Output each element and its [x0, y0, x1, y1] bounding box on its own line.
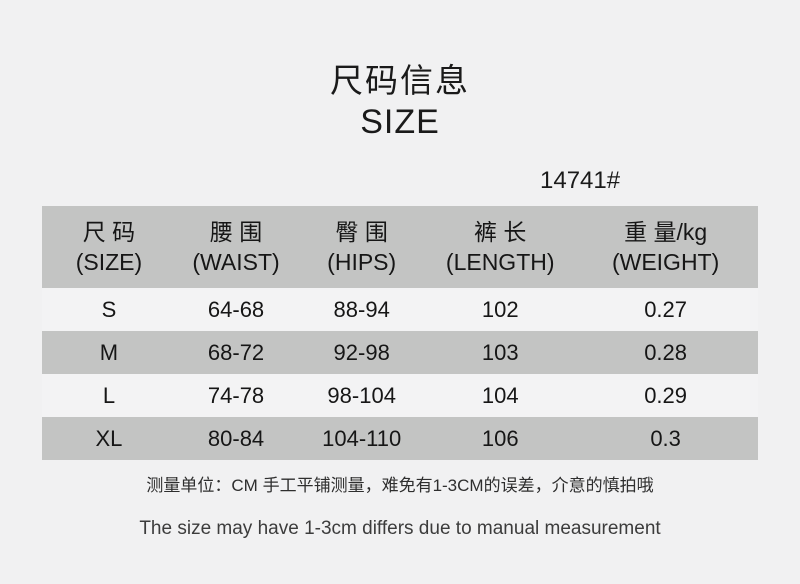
header-cell-waist: 腰 围 (WAIST)	[176, 206, 296, 288]
cell-waist: 80-84	[207, 425, 265, 451]
cell-length: 102	[481, 296, 519, 322]
table-row-xl: XL 80-84 104-110 106 0.3	[42, 417, 758, 460]
cell-hips: 104-110	[322, 425, 402, 451]
header-cell-hips: 臀 围 (HIPS)	[296, 206, 427, 288]
header-hips-en: (HIPS)	[327, 249, 397, 275]
header-size-zh: 尺 码	[82, 219, 136, 245]
cell-size: M	[99, 339, 119, 365]
cell-waist: 68-72	[207, 339, 265, 365]
header-waist-en: (WAIST)	[192, 249, 280, 275]
cell-length: 103	[481, 339, 519, 365]
size-table: 尺 码 (SIZE) 腰 围 (WAIST) 臀 围 (HIPS) 裤 长 (L…	[42, 206, 758, 460]
table-row-m: M 68-72 92-98 103 0.28	[42, 331, 758, 374]
header-weight-zh: 重 量/kg	[624, 219, 708, 245]
table-row-s: S 64-68 88-94 102 0.27	[42, 288, 758, 331]
page-title-chinese: 尺码信息	[330, 62, 470, 99]
table-row-l: L 74-78 98-104 104 0.29	[42, 374, 758, 417]
header-weight-en: (WEIGHT)	[611, 249, 720, 275]
product-code: 14741#	[540, 167, 621, 194]
cell-weight: 0.3	[650, 425, 681, 451]
header-size-en: (SIZE)	[75, 249, 143, 275]
cell-weight: 0.29	[644, 382, 688, 408]
cell-weight: 0.27	[644, 296, 688, 322]
cell-hips: 92-98	[333, 339, 390, 365]
cell-waist: 74-78	[207, 382, 265, 408]
header-length-en: (LENGTH)	[445, 249, 555, 275]
cell-length: 104	[481, 382, 519, 408]
measurement-note-english: The size may have 1-3cm differs due to m…	[139, 518, 661, 539]
table-header-row: 尺 码 (SIZE) 腰 围 (WAIST) 臀 围 (HIPS) 裤 长 (L…	[42, 206, 758, 288]
header-length-zh: 裤 长	[474, 219, 527, 245]
header-cell-size: 尺 码 (SIZE)	[42, 206, 176, 288]
cell-size: XL	[95, 425, 123, 451]
measurement-note-chinese: 测量单位：CM 手工平铺测量，难免有1-3CM的误差，介意的慎拍哦	[146, 476, 654, 495]
header-hips-zh: 臀 围	[335, 219, 388, 245]
cell-waist: 64-68	[207, 296, 265, 322]
cell-length: 106	[481, 425, 519, 451]
size-info-page: 尺码信息 SIZE 14741# 尺 码 (SIZE) 腰 围 (WAIST) …	[0, 60, 800, 584]
cell-hips: 88-94	[333, 296, 390, 322]
cell-hips: 98-104	[327, 382, 396, 408]
cell-size: S	[101, 296, 117, 322]
cell-weight: 0.28	[644, 339, 688, 365]
header-cell-length: 裤 长 (LENGTH)	[427, 206, 573, 288]
header-cell-weight: 重 量/kg (WEIGHT)	[573, 206, 758, 288]
cell-size: L	[102, 382, 116, 408]
page-title-english: SIZE	[360, 103, 440, 141]
header-waist-zh: 腰 围	[209, 219, 263, 245]
